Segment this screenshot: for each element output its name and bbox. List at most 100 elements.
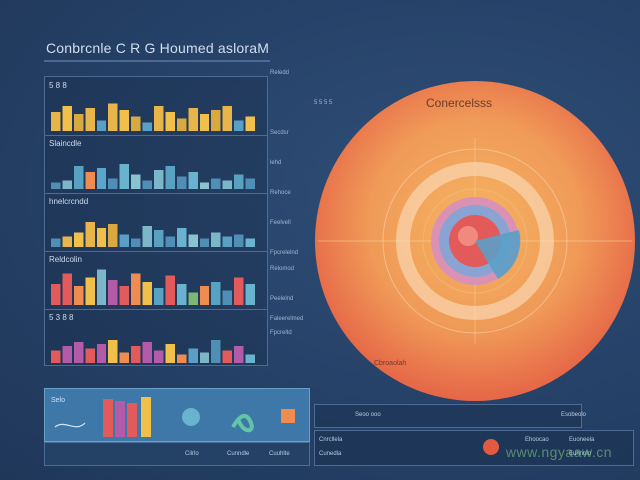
bottom-left-label: Selo bbox=[51, 397, 66, 404]
row-1-bar-14 bbox=[199, 114, 210, 131]
row-2-bar-10 bbox=[154, 170, 164, 189]
watermark: www.ngyaaw.cn bbox=[505, 444, 612, 460]
row-2-bar-4 bbox=[85, 172, 95, 189]
row-2-bar-16 bbox=[222, 180, 233, 189]
row-2-label: Slaincdle bbox=[49, 139, 82, 148]
row-1-bar-2 bbox=[62, 105, 72, 131]
bar-red bbox=[103, 399, 113, 437]
row-4-bar-1 bbox=[51, 284, 61, 305]
bottom-left-footer: Cilrlo Cunndle Cuuhlte bbox=[44, 442, 310, 466]
row-4-bar-11 bbox=[165, 275, 175, 305]
squiggle-icon bbox=[54, 422, 86, 428]
chart-row-3: hnelcrcndd bbox=[45, 193, 267, 252]
row-4-bar-7 bbox=[119, 286, 130, 305]
row-3-bar-2 bbox=[62, 236, 72, 247]
row-3-bar-7 bbox=[119, 234, 130, 247]
row-3-bar-11 bbox=[165, 236, 175, 247]
bar-purple bbox=[115, 401, 125, 437]
row-2-bar-5 bbox=[96, 168, 107, 189]
br2-label-1: Cnrcllela bbox=[319, 437, 343, 443]
chart-row-4: Reldcolin bbox=[45, 251, 267, 310]
row-3-bar-16 bbox=[222, 236, 233, 247]
row-1-bar-1 bbox=[51, 112, 61, 131]
row-2-bars bbox=[51, 163, 255, 189]
row-5-bar-15 bbox=[211, 339, 221, 363]
row-2-bar-8 bbox=[131, 174, 141, 189]
row-1-bar-9 bbox=[142, 122, 152, 131]
chart-row-5: 5 3 8 8 bbox=[45, 309, 267, 367]
mid-label-3: Secdsr bbox=[270, 130, 289, 136]
mid-label-11: Fpcreltd bbox=[270, 330, 292, 336]
row-4-label: Reldcolin bbox=[49, 255, 82, 264]
row-5-label: 5 3 8 8 bbox=[49, 313, 74, 322]
row-5-bar-11 bbox=[165, 344, 175, 363]
row-1-label: 5 8 8 bbox=[49, 81, 67, 90]
row-1-bar-4 bbox=[85, 107, 95, 131]
row-3-bar-4 bbox=[85, 221, 95, 247]
radial-outer-ring bbox=[382, 148, 568, 334]
radial-inner-ring bbox=[422, 188, 528, 294]
row-2-bar-2 bbox=[62, 180, 72, 189]
mid-label-1: Reledd bbox=[270, 70, 290, 76]
row-4-bar-2 bbox=[62, 273, 72, 305]
row-2-bar-15 bbox=[211, 178, 221, 189]
row-1-bar-6 bbox=[108, 103, 118, 131]
radial-title: Conercelsss bbox=[426, 96, 493, 110]
row-5-bars bbox=[51, 339, 255, 363]
row-1-bar-15 bbox=[211, 110, 221, 131]
row-1-bar-8 bbox=[131, 116, 141, 131]
row-3-bar-9 bbox=[142, 226, 152, 247]
middle-legend-stack: Reledd 5 5 5 5 Secdsr lehd Rehoce Feelve… bbox=[270, 66, 332, 346]
row-1-bar-11 bbox=[165, 112, 175, 131]
row-1-bar-5 bbox=[96, 120, 107, 131]
row-3-bar-12 bbox=[176, 228, 187, 247]
row-2-bar-1 bbox=[51, 182, 61, 189]
br-label-2: Esobeolo bbox=[561, 412, 587, 418]
row-1-bar-16 bbox=[222, 105, 233, 131]
row-4-bar-8 bbox=[131, 273, 141, 305]
radial-caption: Cbroaolah bbox=[374, 360, 407, 367]
row-4-bars bbox=[51, 269, 255, 305]
chart-row-2: Slaincdle bbox=[45, 135, 267, 194]
row-5-bar-14 bbox=[199, 352, 210, 363]
br2-label-2: Cunedla bbox=[319, 451, 342, 457]
row-1-bar-10 bbox=[154, 105, 164, 131]
row-3-bar-18 bbox=[245, 238, 255, 247]
row-3-bars bbox=[51, 221, 255, 247]
row-3-label: hnelcrcndd bbox=[49, 197, 89, 206]
mid-label-9: Peelelnd bbox=[270, 296, 294, 302]
row-4-bar-10 bbox=[154, 288, 164, 305]
radial-label-ring bbox=[396, 162, 554, 320]
status-dot-icon bbox=[483, 439, 499, 455]
row-4-bar-16 bbox=[222, 290, 233, 305]
row-4-bar-9 bbox=[142, 281, 152, 305]
row-2-bar-18 bbox=[245, 178, 255, 189]
row-5-bar-16 bbox=[222, 350, 233, 363]
shape-icon bbox=[281, 409, 295, 423]
row-4-bar-6 bbox=[108, 279, 118, 305]
row-2-bar-6 bbox=[108, 178, 118, 189]
row-2-bar-9 bbox=[142, 180, 152, 189]
br2-label-4: Euoneela bbox=[569, 437, 595, 443]
row-2-bar-7 bbox=[119, 163, 130, 189]
row-5-bar-8 bbox=[131, 346, 141, 363]
row-3-bar-15 bbox=[211, 232, 221, 247]
radial-core-highlight bbox=[458, 226, 478, 246]
row-2-bar-14 bbox=[199, 182, 210, 189]
row-3-bar-1 bbox=[51, 238, 61, 247]
row-4-bar-5 bbox=[96, 269, 107, 305]
row-5-bar-5 bbox=[96, 344, 107, 363]
row-3-bar-8 bbox=[131, 238, 141, 247]
row-1-bar-17 bbox=[234, 120, 244, 131]
row-4-bar-17 bbox=[234, 277, 244, 305]
row-2-bar-13 bbox=[188, 172, 198, 189]
row-4-bar-13 bbox=[188, 292, 198, 305]
row-2-bar-12 bbox=[176, 176, 187, 189]
curve-icon bbox=[231, 414, 254, 433]
mid-label-7: Fpcrelelnd bbox=[270, 250, 299, 256]
radial-chart bbox=[312, 78, 638, 404]
row-4-bar-18 bbox=[245, 284, 255, 305]
row-1-bar-13 bbox=[188, 107, 198, 131]
row-5-bar-12 bbox=[176, 354, 187, 363]
mid-label-5: Rehoce bbox=[270, 190, 291, 196]
